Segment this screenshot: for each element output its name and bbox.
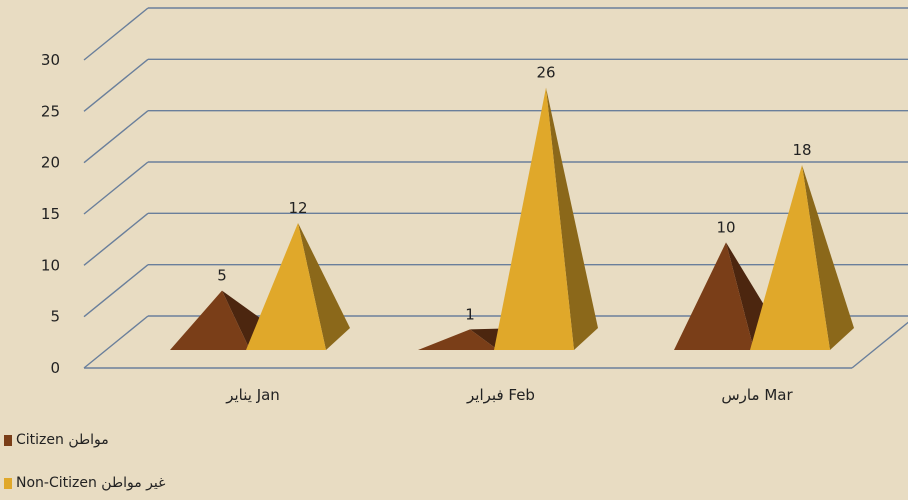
y-tick-label: 10 [41, 256, 60, 274]
floor-right-edge [851, 321, 908, 369]
gridline-depth [83, 7, 149, 61]
data-label: 26 [536, 64, 555, 82]
y-tick-label: 30 [41, 51, 60, 69]
pyramid-front-face [418, 329, 498, 350]
pyramid-side-face [298, 223, 350, 350]
y-tick-label: 0 [50, 359, 60, 377]
data-label: 10 [716, 218, 735, 236]
gridline-depth [83, 212, 149, 266]
y-tick-label: 20 [41, 154, 60, 172]
gridline-depth [83, 315, 149, 369]
y-tick-label: 25 [41, 102, 60, 120]
x-tick-label: مارس Mar [721, 386, 793, 404]
pyramid-front-face [246, 223, 326, 350]
gridline-depth [83, 110, 149, 164]
data-label: 12 [288, 199, 307, 217]
data-label: 18 [792, 141, 811, 159]
pyramid-front-face [674, 242, 754, 350]
x-tick-label: فبراير Feb [466, 386, 535, 404]
x-tick-label: يناير Jan [225, 386, 280, 404]
pyramid-front-face [494, 87, 574, 351]
pyramid-front-face [170, 290, 250, 350]
gridline-depth [83, 58, 149, 112]
pyramid-side-face [802, 165, 854, 350]
y-tick-label: 15 [41, 205, 60, 223]
gridline-depth [83, 161, 149, 215]
data-label: 5 [217, 267, 227, 285]
pyramid-side-face [546, 87, 598, 351]
gridline-depth [83, 264, 149, 318]
legend-swatch-citizen [4, 434, 12, 446]
y-tick-label: 5 [50, 308, 60, 326]
legend-item-non-citizen: Non-Citizen غير مواطن [4, 475, 165, 491]
legend-label-non-citizen: Non-Citizen غير مواطن [16, 475, 166, 491]
legend-label-citizen: Citizen مواطن [16, 432, 109, 448]
pyramid-front-face [750, 165, 830, 350]
legend-swatch-non-citizen [4, 477, 12, 489]
data-label: 1 [465, 305, 475, 323]
legend-item-citizen: Citizen مواطن [4, 432, 109, 448]
